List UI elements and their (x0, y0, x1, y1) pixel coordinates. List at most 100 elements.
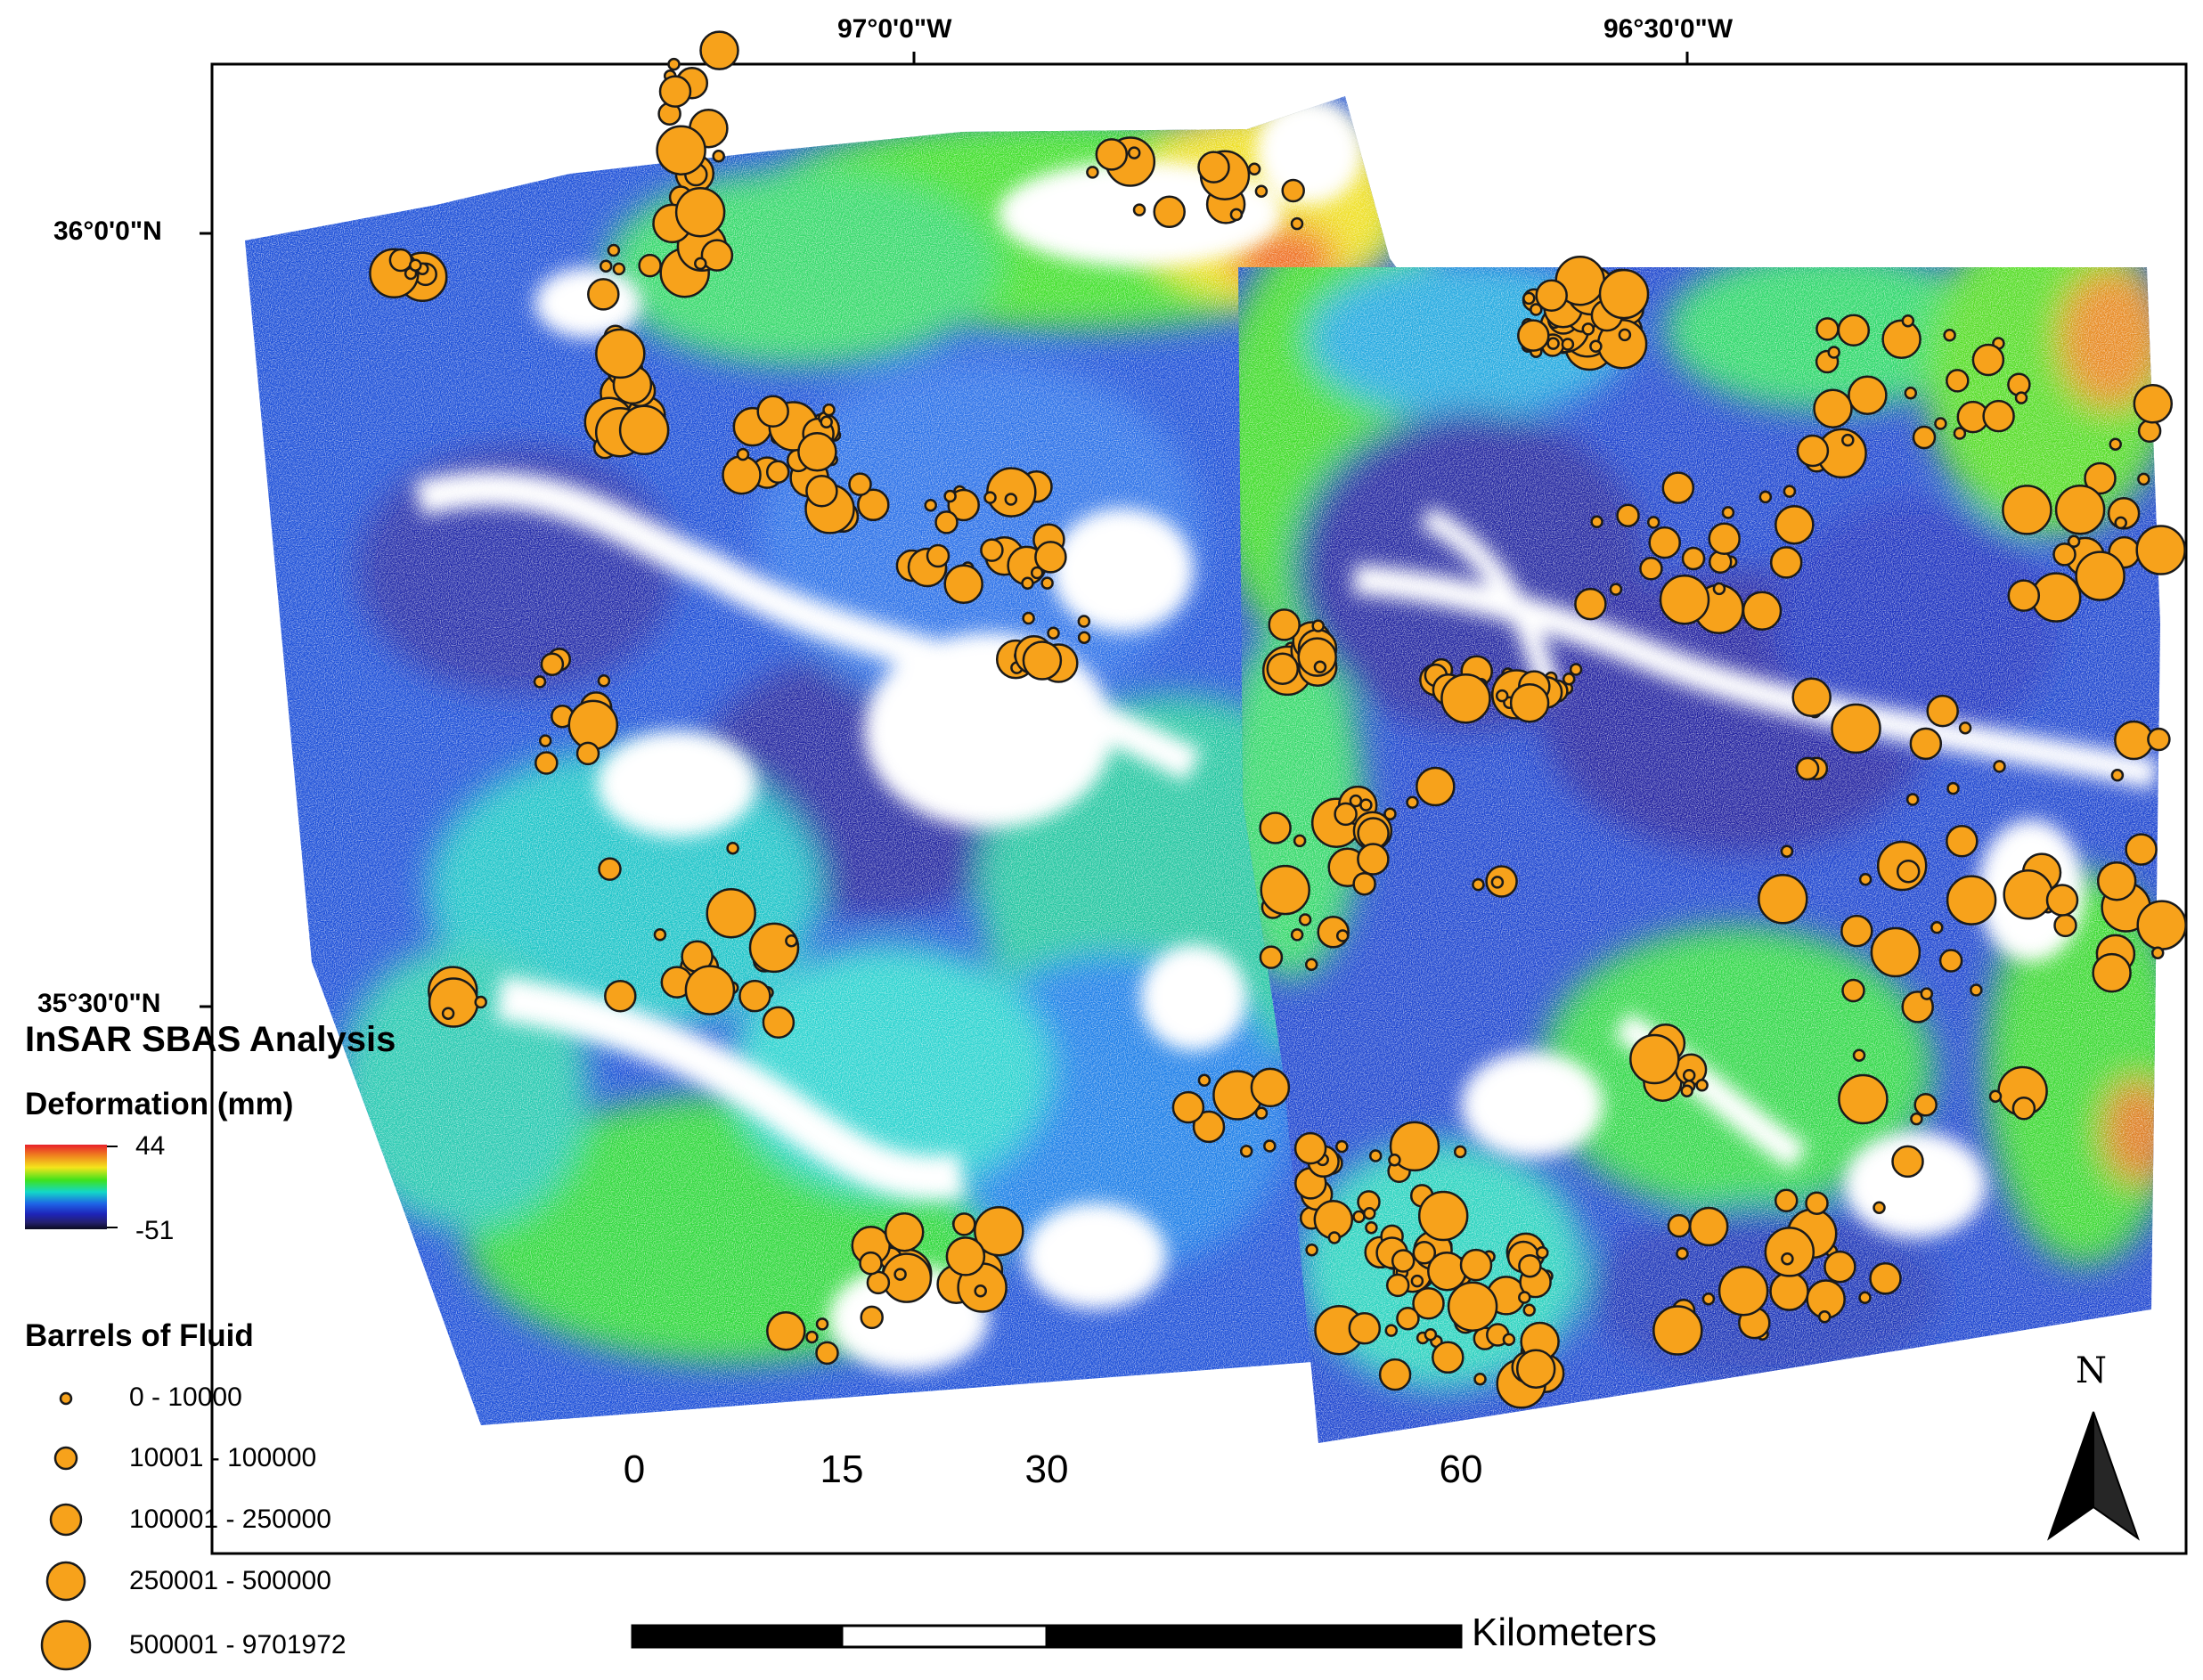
well-symbol (2137, 472, 2150, 486)
well-symbol (1259, 811, 1292, 844)
well-symbol (1813, 388, 1853, 428)
well-symbol (1298, 913, 1312, 926)
well-symbol (1297, 637, 1337, 677)
well-symbol (924, 498, 937, 512)
well-symbol (1030, 566, 1044, 580)
well-symbol (441, 1007, 455, 1020)
well-symbol (2067, 534, 2081, 549)
well-symbol (1197, 151, 1230, 183)
well-symbol (1971, 343, 2005, 377)
well-symbol (1077, 615, 1091, 628)
well-symbol (848, 472, 872, 496)
well-symbol (1363, 1206, 1376, 1220)
lon-label-97w: 97°0'0"W (837, 14, 952, 44)
well-symbol (1334, 802, 1358, 827)
well-symbol (1453, 1145, 1467, 1159)
well-symbol (1502, 1333, 1516, 1347)
well-symbol (1412, 1286, 1445, 1320)
well-symbol (1926, 694, 1959, 728)
well-symbol (2125, 833, 2158, 866)
well-symbol (1412, 1241, 1437, 1265)
well-symbol (1848, 375, 1888, 415)
well-symbol (1410, 1274, 1424, 1288)
well-symbol (598, 857, 622, 881)
well-symbol (1281, 178, 1305, 203)
well-symbol (1824, 1250, 1856, 1284)
well-symbol (2052, 542, 2077, 567)
well-symbol (1263, 1139, 1277, 1153)
well-symbol (1569, 663, 1583, 676)
well-symbol (1515, 1349, 1556, 1389)
well-symbol (1676, 1246, 1689, 1260)
well-symbol (952, 1212, 976, 1236)
well-symbol (2002, 485, 2052, 535)
deformation-label: Deformation (mm) (25, 1087, 294, 1121)
well-symbol (1259, 945, 1284, 969)
well-symbol (1348, 1311, 1382, 1345)
well-symbol (943, 489, 957, 503)
well-symbol (599, 259, 613, 273)
scale-tick-0: 0 (623, 1448, 646, 1491)
well-symbol (612, 262, 626, 276)
well-symbol (1254, 184, 1269, 198)
well-symbol (1293, 834, 1307, 848)
well-symbol (1327, 1231, 1342, 1244)
well-symbol (1598, 268, 1650, 320)
well-symbol (980, 538, 1004, 562)
well-symbol (1659, 574, 1710, 625)
well-symbol (674, 186, 726, 238)
well-symbol (1021, 576, 1034, 591)
north-label: N (2076, 1350, 2107, 1391)
well-symbol (1805, 1191, 1829, 1215)
well-symbol (1901, 314, 1915, 328)
well-symbol (575, 741, 600, 766)
well-symbol (534, 751, 559, 775)
well-symbol (2075, 550, 2125, 601)
scale-seg-15-30 (840, 1624, 1048, 1649)
well-symbol (2137, 419, 2162, 444)
well-symbol (1040, 576, 1054, 590)
well-symbol (1946, 824, 1979, 858)
well-symbol (1742, 591, 1783, 632)
well-symbol (1648, 526, 1681, 559)
well-symbol (1077, 631, 1091, 644)
well-symbol (604, 979, 637, 1013)
well-symbol (1934, 417, 1947, 430)
well-symbol (1896, 859, 1921, 884)
well-symbol (1304, 958, 1318, 972)
fluid-class-2: 10001 - 100000 (129, 1443, 317, 1472)
well-symbol (738, 979, 771, 1013)
well-symbol (881, 1252, 933, 1303)
scale-tick-60: 60 (1439, 1448, 1483, 1491)
well-symbol (587, 278, 620, 311)
well-symbol (1858, 872, 1873, 886)
legend-title: InSAR SBAS Analysis (25, 1020, 396, 1059)
well-symbol (1383, 807, 1397, 820)
well-symbol (1718, 1265, 1769, 1317)
well-symbol (1795, 756, 1820, 781)
well-symbol (1910, 1112, 1923, 1126)
scale-seg-30-60 (1045, 1624, 1463, 1649)
well-symbol (1701, 1292, 1716, 1306)
well-symbol (597, 674, 611, 688)
well-symbol (658, 75, 692, 108)
well-symbol (1290, 928, 1304, 942)
well-symbol (1769, 1271, 1809, 1311)
well-symbol (974, 1284, 987, 1298)
well-symbol (945, 1236, 986, 1276)
well-symbol (1688, 1206, 1729, 1247)
well-symbol (1311, 619, 1325, 632)
well-symbol (474, 995, 487, 1009)
well-symbol (694, 257, 707, 271)
well-symbol (1561, 338, 1575, 351)
well-symbol (1938, 949, 1963, 973)
well-symbol (1695, 1079, 1709, 1092)
scale-bar (631, 1624, 1463, 1649)
well-symbol (1930, 921, 1944, 934)
well-symbol (1913, 1093, 1938, 1117)
fluid-legend-label: Barrels of Fluid (25, 1318, 254, 1353)
well-symbol (409, 258, 422, 272)
well-symbol (1852, 1048, 1866, 1062)
well-symbol (2092, 952, 2132, 993)
